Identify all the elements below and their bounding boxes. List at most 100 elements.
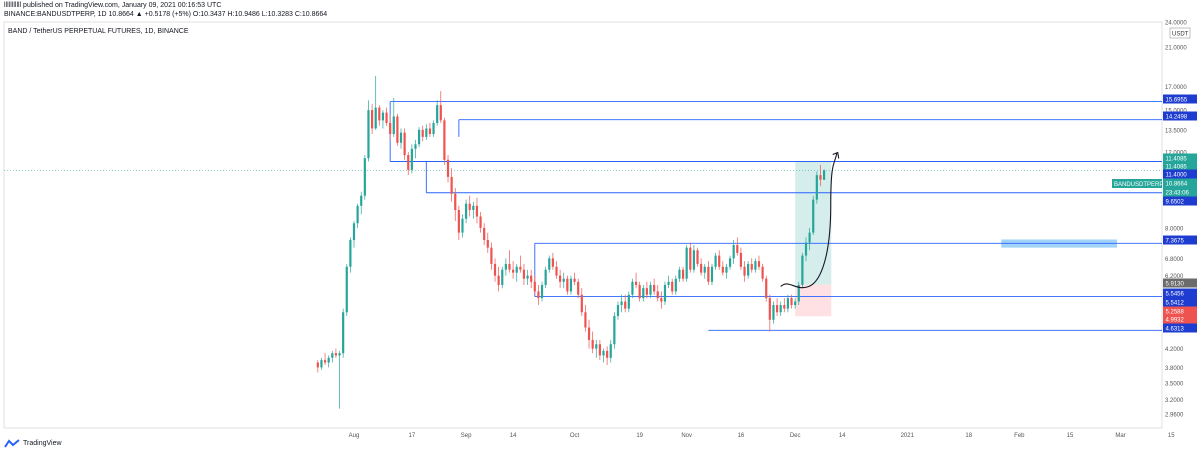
candle-body: [428, 128, 432, 135]
candle-body: [595, 344, 598, 349]
candle-body: [417, 129, 421, 145]
candle-body: [584, 312, 587, 328]
candle-body: [512, 269, 515, 273]
candle-body: [725, 266, 728, 273]
candle-body: [454, 193, 457, 211]
candle-body: [819, 175, 822, 180]
price-tag: [1163, 288, 1197, 298]
candle-body: [331, 353, 334, 358]
candle-body: [772, 305, 775, 320]
candle-body: [403, 132, 406, 156]
price-tag: [1163, 196, 1197, 206]
candle-body: [649, 284, 652, 295]
candle-body: [728, 258, 732, 267]
candle-body: [316, 362, 319, 368]
candle-body: [399, 132, 403, 143]
candle-body: [580, 294, 583, 313]
candle-body: [345, 266, 348, 313]
x-tick-label: 15: [1168, 433, 1175, 439]
candle-body: [602, 350, 605, 356]
candle-body: [342, 312, 345, 354]
price-tag-label: 11.4000: [1166, 172, 1188, 178]
price-tag: [1163, 169, 1197, 179]
currency-label: USDT: [1172, 32, 1189, 38]
arrow-curve-icon: [780, 153, 838, 289]
x-tick-label: Dec: [790, 433, 801, 439]
candle-body: [606, 350, 609, 358]
candle-body: [721, 266, 724, 273]
candle-body: [750, 263, 753, 270]
candle-body: [432, 123, 435, 135]
candle-body: [638, 284, 641, 299]
candle-body: [732, 245, 735, 259]
candle-body: [642, 288, 645, 299]
candle-body: [692, 250, 696, 270]
candle-body: [472, 205, 475, 211]
candle-body: [660, 298, 663, 302]
x-tick-label: 19: [636, 433, 643, 439]
candle-body: [501, 269, 504, 285]
candle-body: [378, 107, 381, 121]
tradingview-footer[interactable]: TradingView: [4, 439, 62, 448]
candle-body: [338, 353, 341, 356]
candle-body: [566, 278, 569, 292]
candle-body: [779, 305, 782, 313]
symbol-tag-label: BANDUSDTPERP: [1114, 182, 1163, 188]
candle-body: [508, 263, 511, 270]
candle-body: [685, 247, 688, 279]
candle-body: [634, 281, 638, 285]
symbol-title: BAND / TetherUS PERPETUAL FUTURES, 1D, B…: [8, 28, 189, 35]
candle-body: [812, 199, 815, 233]
price-tag: [1163, 94, 1197, 104]
candle-body: [663, 284, 667, 302]
candle-body: [736, 245, 739, 253]
candle-body: [468, 203, 471, 211]
price-tag: [1163, 297, 1197, 307]
y-tick-label: 21.0000: [1165, 46, 1187, 52]
candle-body: [620, 301, 623, 306]
y-tick-label: 6.8000: [1165, 257, 1184, 263]
candle-body: [624, 301, 627, 309]
candle-body: [681, 269, 685, 279]
candle-body: [609, 344, 612, 358]
price-tag-label: 5.2588: [1166, 309, 1185, 315]
y-tick-label: 12.0000: [1165, 150, 1187, 156]
candle-body: [410, 148, 413, 170]
candle-body: [548, 258, 551, 270]
candle-body: [765, 278, 768, 299]
candle-body: [786, 298, 790, 309]
candle-body: [407, 155, 410, 170]
candle-body: [551, 258, 554, 267]
currency-box: [1169, 27, 1191, 39]
candle-body: [464, 203, 468, 219]
candle-body: [544, 269, 547, 285]
x-tick-label: Feb: [1014, 433, 1025, 439]
y-tick-label: 24.0000: [1165, 21, 1187, 27]
price-tag: [1163, 111, 1197, 121]
candle-body: [783, 305, 786, 309]
candle-body: [703, 266, 706, 273]
candle-body: [653, 284, 656, 292]
y-tick-label: 13.5000: [1165, 128, 1187, 134]
candle-body: [616, 305, 620, 316]
price-tag-label: 14.2498: [1166, 114, 1188, 120]
price-tag-label: 5.9130: [1166, 281, 1185, 287]
candle-body: [483, 227, 486, 240]
candle-body: [360, 195, 363, 206]
price-tag: [1163, 314, 1197, 324]
price-tag-label: 7.3675: [1166, 238, 1185, 244]
candle-body: [522, 269, 526, 279]
price-tag-label: 5.5456: [1166, 291, 1185, 297]
price-tag: [1163, 306, 1197, 316]
candle-body: [569, 278, 573, 292]
candle-body: [392, 116, 395, 135]
candle-body: [718, 255, 721, 267]
candle-body: [667, 281, 670, 285]
candle-body: [530, 275, 533, 282]
y-tick-label: 3.5000: [1165, 381, 1184, 387]
y-tick-label: 2.9600: [1165, 413, 1184, 419]
candle-body: [710, 266, 714, 282]
x-tick-label: Oct: [570, 433, 580, 439]
price-tag: [1163, 278, 1197, 288]
